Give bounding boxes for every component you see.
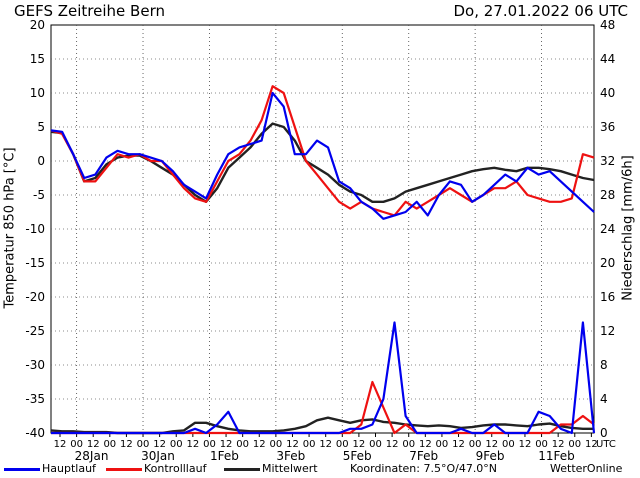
x-tick-label: 12	[552, 439, 565, 450]
chart-title: GEFS Zeitreihe Bern	[14, 2, 165, 20]
x-tick-label: 12	[186, 439, 199, 450]
y-tick-right: 44	[600, 52, 615, 66]
y-tick-left: -35	[25, 392, 45, 406]
y-tick-right: 12	[600, 324, 615, 338]
x-tick-label: 12	[519, 439, 532, 450]
x-tick-label: 00	[270, 439, 283, 450]
x-tick-label: 00	[369, 439, 382, 450]
temperature-line-kontrolllauf	[50, 85, 595, 217]
x-tick-label: 00	[70, 439, 83, 450]
y-tick-right: 32	[600, 154, 615, 168]
x-tick-label: 00	[170, 439, 183, 450]
x-tick-label: 12	[353, 439, 366, 450]
y-tick-left: 20	[30, 18, 45, 32]
y-tick-right: 24	[600, 222, 615, 236]
date-label: 5Feb	[343, 449, 372, 463]
x-tick-label: 12	[585, 439, 598, 450]
y-tick-right: 20	[600, 256, 615, 270]
date-label: 30Jan	[141, 449, 175, 463]
x-tick-label: 12	[286, 439, 299, 450]
temperature-line-hauptlauf	[50, 91, 595, 220]
x-tick-label: 12	[220, 439, 233, 450]
y-axis-title-right: Niederschlag [mm/6h]	[620, 155, 636, 301]
brand-text: WetterOnline	[550, 462, 623, 475]
coordinates-text: Koordinaten: 7.5°O/47.0°N	[350, 462, 498, 475]
x-tick-label: 12	[386, 439, 399, 450]
date-label: 7Feb	[409, 449, 438, 463]
legend-item-kontrolllauf: Kontrolllauf	[106, 462, 206, 475]
date-label: 9Feb	[476, 449, 505, 463]
legend-label-hauptlauf: Hauptlauf	[42, 462, 96, 475]
y-tick-left: 10	[30, 86, 45, 100]
x-tick-label: 12	[452, 439, 465, 450]
y-tick-right: 4	[600, 392, 608, 406]
plot-frame	[50, 24, 595, 434]
y-tick-left: -15	[25, 256, 45, 270]
y-tick-right: 36	[600, 120, 615, 134]
y-tick-left: -25	[25, 324, 45, 338]
legend-item-mittelwert: Mittelwert	[224, 462, 318, 475]
legend-label-mittelwert: Mittelwert	[262, 462, 318, 475]
y-tick-left: -30	[25, 358, 45, 372]
y-tick-left: 15	[30, 52, 45, 66]
x-tick-label: 00	[203, 439, 216, 450]
legend-swatch-hauptlauf	[4, 467, 40, 471]
x-tick-label: 00	[303, 439, 316, 450]
x-tick-label: 12	[419, 439, 432, 450]
date-label: 1Feb	[210, 449, 239, 463]
x-tick-label: 12	[120, 439, 133, 450]
precip-line-mittelwert	[50, 416, 594, 435]
x-tick-label: 12	[153, 439, 166, 450]
x-tick-label: 12	[319, 439, 332, 450]
y-tick-right: 28	[600, 188, 615, 202]
y-tick-right: 8	[600, 358, 608, 372]
run-timestamp: Do, 27.01.2022 06 UTC	[453, 2, 628, 20]
legend-swatch-mittelwert	[224, 467, 260, 471]
legend: Hauptlauf Kontrolllauf Mittelwert Koordi…	[0, 460, 640, 478]
date-label: 28Jan	[75, 449, 109, 463]
x-tick-label: 00	[402, 439, 415, 450]
y-tick-left: -40	[25, 426, 45, 440]
x-tick-label: 00	[236, 439, 249, 450]
legend-swatch-kontrolllauf	[106, 467, 142, 471]
x-tick-label: 00	[469, 439, 482, 450]
precip-line-hauptlauf	[51, 321, 596, 435]
y-tick-left: -5	[33, 188, 45, 202]
y-tick-right: 48	[600, 18, 615, 32]
y-tick-right: 16	[600, 290, 615, 304]
y-axis-title-left: Temperatur 850 hPa [°C]	[2, 147, 18, 309]
x-tick-label: 00	[535, 439, 548, 450]
date-label: 3Feb	[276, 449, 305, 463]
x-tick-label: 00	[103, 439, 116, 450]
x-tick-label: 00	[502, 439, 515, 450]
y-tick-right: 0	[600, 426, 608, 440]
y-tick-right: 40	[600, 86, 615, 100]
x-tick-label: 00	[568, 439, 581, 450]
x-tick-label: 12	[87, 439, 100, 450]
date-label: 11Feb	[538, 449, 575, 463]
temperature-line-mittelwert	[50, 122, 595, 204]
x-tick-label: 12	[485, 439, 498, 450]
x-tick-label: 00	[137, 439, 150, 450]
y-tick-left: -10	[25, 222, 45, 236]
y-tick-left: 0	[37, 154, 45, 168]
legend-item-hauptlauf: Hauptlauf	[4, 462, 96, 475]
x-unit-label: UTC	[596, 439, 616, 450]
y-tick-left: -20	[25, 290, 45, 304]
y-tick-left: 5	[37, 120, 45, 134]
legend-label-kontrolllauf: Kontrolllauf	[144, 462, 207, 475]
x-tick-label: 12	[54, 439, 67, 450]
x-tick-label: 00	[436, 439, 449, 450]
x-tick-label: 12	[253, 439, 266, 450]
x-tick-label: 00	[336, 439, 349, 450]
